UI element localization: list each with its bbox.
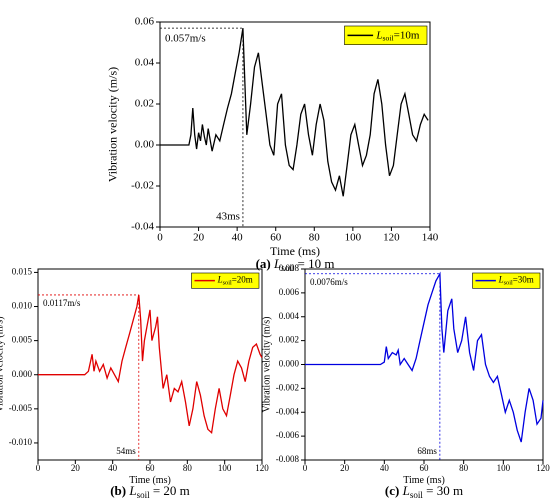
y-tick-label: 0.010	[12, 301, 33, 311]
x-tick-label: 0	[157, 232, 163, 244]
caption: (a) Lsoil = 10 m	[256, 256, 335, 273]
x-tick-label: 20	[193, 232, 205, 244]
y-tick-label: 0.008	[279, 263, 300, 273]
legend-label: Lsoil=10m	[375, 29, 419, 43]
peak-y-label: 0.057m/s	[165, 33, 206, 45]
x-tick-label: 60	[270, 232, 282, 244]
legend-box	[191, 272, 260, 289]
series-line	[305, 271, 544, 443]
y-axis-title: Vibration velocity (m/s)	[261, 316, 272, 412]
y-tick-label: -0.002	[276, 382, 299, 392]
peak-x-label: 54ms	[116, 446, 136, 456]
legend-label: Lsoil=20m	[217, 275, 253, 287]
x-axis-title: Time (ms)	[270, 244, 320, 258]
caption-part: L	[273, 256, 281, 271]
legend-rest: =30m	[513, 275, 534, 285]
y-tick-label: 0.000	[279, 359, 300, 369]
legend-symbol: L	[498, 275, 504, 285]
peak-y-label: 0.0076m/s	[310, 277, 348, 287]
x-tick-label: 0	[303, 463, 308, 473]
y-axis-title: Vibration velocity (m/s)	[106, 67, 120, 182]
y-tick-label: 0.04	[135, 57, 155, 69]
x-tick-label: 40	[232, 232, 244, 244]
x-tick-label: 80	[183, 463, 193, 473]
y-tick-label: 0.006	[279, 287, 300, 297]
y-tick-label: 0.015	[12, 266, 33, 276]
caption-part: = 20 m	[150, 483, 190, 498]
x-tick-label: 80	[309, 232, 321, 244]
y-tick-label: -0.04	[131, 221, 154, 233]
y-tick-label: -0.004	[276, 406, 300, 416]
y-tick-label: -0.02	[131, 180, 154, 192]
caption: (c) Lsoil = 30 m	[385, 483, 463, 500]
y-tick-label: -0.010	[9, 437, 33, 447]
plot-frame	[159, 21, 431, 228]
x-tick-label: 100	[497, 463, 511, 473]
x-tick-label: 20	[340, 463, 350, 473]
y-tick-label: -0.006	[276, 430, 300, 440]
caption: (b) Lsoil = 20 m	[110, 483, 190, 500]
y-tick-label: 0.00	[135, 139, 155, 151]
y-tick-label: -0.008	[276, 454, 300, 464]
x-tick-label: 60	[420, 463, 430, 473]
y-tick-label: -0.005	[9, 403, 33, 413]
legend-rest: =20m	[232, 275, 253, 285]
x-tick-label: 60	[146, 463, 156, 473]
series-line	[160, 28, 429, 197]
caption-part: = 10 m	[294, 256, 334, 271]
caption-part: = 30 m	[423, 483, 463, 498]
x-tick-label: 80	[459, 463, 469, 473]
x-tick-label: 140	[422, 232, 439, 244]
legend-subscript: soil	[223, 280, 232, 287]
caption-part: (a)	[256, 256, 271, 271]
y-tick-label: 0.000	[12, 369, 33, 379]
x-axis-title: Time (ms)	[403, 475, 445, 486]
caption-part: soil	[410, 490, 424, 500]
y-tick-label: 0.002	[279, 335, 299, 345]
x-tick-label: 100	[218, 463, 232, 473]
legend-symbol: L	[217, 275, 223, 285]
legend-symbol: L	[375, 29, 382, 41]
x-tick-label: 40	[108, 463, 118, 473]
y-tick-label: 0.004	[279, 311, 300, 321]
x-tick-label: 100	[345, 232, 362, 244]
y-tick-label: 0.06	[135, 16, 155, 28]
legend-subscript: soil	[504, 280, 513, 287]
peak-x-label: 68ms	[417, 446, 437, 456]
peak-y-label: 0.0117m/s	[43, 298, 81, 308]
caption-part: (b)	[110, 483, 126, 498]
x-tick-label: 120	[536, 463, 550, 473]
x-axis-title: Time (ms)	[129, 475, 171, 486]
x-tick-label: 0	[36, 463, 41, 473]
y-tick-label: 0.005	[12, 335, 33, 345]
x-tick-label: 20	[71, 463, 81, 473]
y-tick-label: 0.02	[135, 98, 154, 110]
legend-label: Lsoil=30m	[498, 275, 534, 287]
x-tick-label: 40	[380, 463, 390, 473]
y-axis-title: Vibration velocity (m/s)	[0, 316, 5, 412]
legend-subscript: soil	[383, 33, 394, 42]
legend-box	[472, 272, 541, 289]
series-line	[38, 294, 263, 435]
x-tick-label: 120	[255, 463, 269, 473]
legend-box	[344, 25, 428, 46]
peak-x-label: 43ms	[216, 211, 240, 223]
caption-part: soil	[281, 263, 295, 273]
legend-rest: =10m	[394, 29, 420, 41]
caption-part: (c)	[385, 483, 399, 498]
caption-part: L	[402, 483, 410, 498]
x-tick-label: 120	[383, 232, 400, 244]
caption-part: soil	[137, 490, 151, 500]
caption-part: L	[128, 483, 136, 498]
